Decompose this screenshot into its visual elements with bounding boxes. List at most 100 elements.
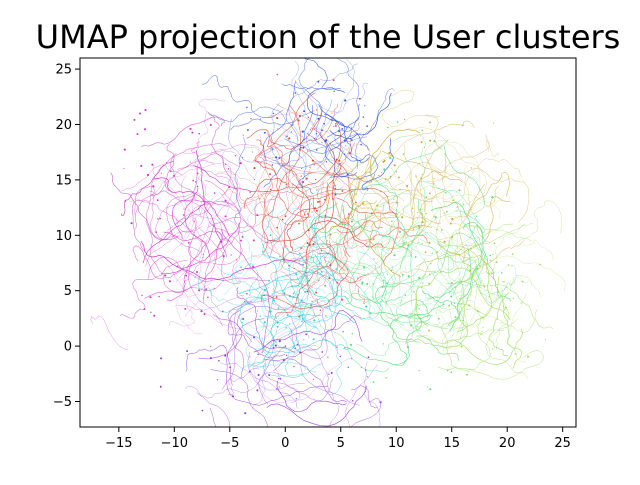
scatter-trajectory — [172, 199, 230, 240]
scatter-trajectory — [140, 241, 303, 280]
scatter-trajectory — [426, 157, 491, 244]
scatter-point — [291, 285, 293, 287]
scatter-trajectory — [110, 172, 178, 241]
scatter-point — [329, 264, 332, 267]
x-tick-label: −15 — [105, 436, 132, 451]
scatter-point — [343, 139, 346, 142]
scatter-point — [433, 140, 436, 143]
scatter-trajectory — [332, 270, 436, 327]
scatter-point — [194, 181, 197, 183]
scatter-point — [123, 167, 125, 169]
scatter-point — [273, 299, 275, 302]
scatter-trajectory — [255, 146, 304, 188]
scatter-point — [275, 388, 278, 390]
scatter-point — [306, 242, 309, 245]
scatter-trajectory — [257, 318, 317, 349]
scatter-trajectory — [152, 164, 194, 253]
scatter-point — [334, 187, 337, 190]
scatter-trajectory — [182, 239, 208, 293]
scatter-point — [146, 173, 150, 177]
scatter-point — [438, 318, 440, 320]
scatter-point — [307, 229, 310, 232]
scatter-trajectory — [264, 372, 334, 402]
scatter-point — [272, 112, 275, 115]
scatter-trajectory — [207, 106, 299, 142]
scatter-point — [256, 389, 259, 392]
scatter-point — [357, 176, 360, 179]
scatter-trajectory — [234, 263, 259, 295]
scatter-trajectory — [180, 195, 218, 246]
scatter-point — [291, 124, 293, 126]
scatter-point — [429, 388, 432, 391]
scatter-point — [361, 282, 364, 285]
scatter-point — [434, 216, 437, 219]
scatter-trajectory — [145, 226, 202, 267]
scatter-trajectory — [507, 293, 527, 363]
scatter-point — [284, 345, 287, 347]
scatter-point — [305, 177, 308, 180]
scatter-point — [420, 177, 422, 179]
scatter-trajectory — [361, 138, 394, 191]
scatter-point — [460, 303, 463, 305]
scatter-trajectory — [458, 261, 486, 326]
scatter-trajectory — [244, 146, 311, 252]
scatter-point — [413, 291, 415, 293]
scatter-trajectory — [163, 230, 227, 257]
scatter-point — [249, 191, 251, 193]
scatter-point — [429, 139, 432, 142]
scatter-point — [402, 153, 405, 155]
scatter-trajectory — [263, 315, 304, 377]
scatter-point — [383, 279, 385, 281]
scatter-trajectory — [253, 278, 344, 368]
scatter-point — [500, 272, 503, 274]
scatter-point — [444, 192, 447, 194]
scatter-trajectory — [335, 222, 387, 279]
scatter-point — [222, 255, 225, 258]
scatter-trajectory — [158, 161, 232, 244]
scatter-trajectory — [356, 201, 420, 229]
scatter-trajectory — [272, 99, 333, 161]
scatter-trajectory — [281, 83, 341, 90]
scatter-trajectory — [288, 245, 337, 297]
scatter-trajectory — [284, 126, 352, 154]
scatter-trajectory — [221, 294, 322, 390]
scatter-point — [321, 351, 324, 353]
scatter-point — [386, 273, 389, 275]
y-tick-label: 0 — [64, 340, 72, 355]
scatter-point — [294, 347, 296, 350]
scatter-point — [314, 128, 316, 130]
scatter-trajectory — [319, 178, 361, 195]
scatter-point — [382, 343, 384, 345]
scatter-trajectory — [251, 160, 289, 258]
scatter-point — [425, 196, 428, 199]
scatter-point — [242, 134, 244, 136]
scatter-series-4 — [202, 58, 395, 225]
scatter-trajectory — [312, 262, 385, 283]
scatter-point — [321, 141, 323, 144]
scatter-point — [351, 139, 353, 141]
scatter-point — [313, 207, 317, 210]
scatter-point — [333, 90, 335, 93]
scatter-trajectory — [341, 203, 385, 249]
scatter-point — [264, 266, 266, 268]
scatter-trajectory — [239, 285, 314, 340]
scatter-trajectory — [324, 117, 360, 164]
scatter-trajectory — [161, 222, 240, 274]
scatter-trajectory — [416, 152, 447, 197]
scatter-trajectory — [415, 267, 511, 327]
scatter-point — [511, 253, 514, 255]
scatter-trajectory — [468, 349, 545, 380]
scatter-trajectory — [276, 132, 328, 168]
scatter-trajectory — [224, 198, 257, 296]
scatter-point — [315, 209, 318, 212]
scatter-point — [269, 188, 272, 191]
scatter-point — [301, 263, 305, 266]
scatter-point — [440, 229, 443, 231]
scatter-series-2 — [198, 178, 387, 396]
scatter-point — [202, 253, 204, 256]
scatter-point — [379, 401, 382, 404]
scatter-point — [311, 159, 314, 162]
scatter-trajectory — [262, 358, 348, 403]
scatter-trajectory — [474, 284, 554, 329]
scatter-trajectory — [316, 132, 362, 170]
